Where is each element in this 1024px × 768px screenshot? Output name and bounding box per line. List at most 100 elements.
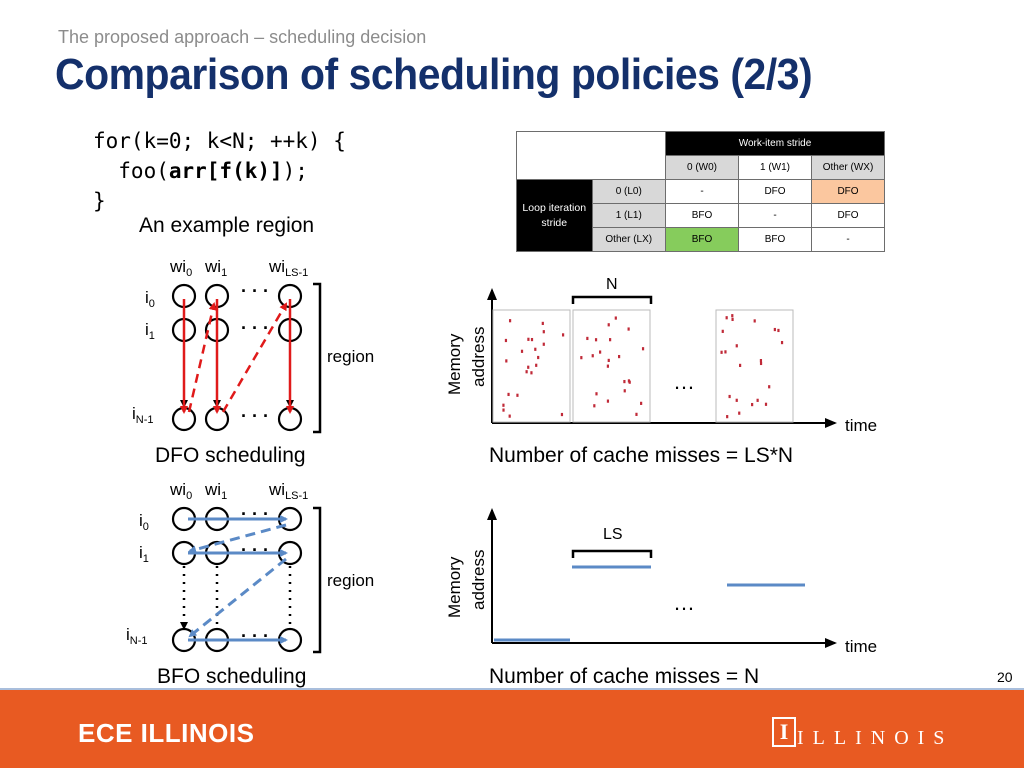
access-mark xyxy=(735,344,738,348)
access-mark xyxy=(508,319,512,323)
svg-text:· · ·: · · · xyxy=(241,504,269,524)
cache-block xyxy=(572,309,651,423)
row-label: i0 xyxy=(145,288,155,310)
access-mark xyxy=(525,370,528,374)
bfo-nodes xyxy=(171,506,303,653)
col-label: wi1 xyxy=(204,257,227,279)
access-mark xyxy=(537,355,540,360)
access-mark xyxy=(607,323,610,327)
row-label: iN-1 xyxy=(132,404,154,426)
page-number: 20 xyxy=(997,669,1013,685)
access-mark xyxy=(777,328,780,333)
access-mark xyxy=(759,358,763,363)
col-group-header: Work-item stride xyxy=(665,131,885,156)
col-label: wiLS-1 xyxy=(268,480,308,502)
access-mark xyxy=(502,403,505,407)
block-bracket xyxy=(571,549,653,558)
access-mark xyxy=(614,316,617,320)
row-header: 1 (L1) xyxy=(591,203,666,228)
code-line-2-pre: foo( xyxy=(93,159,169,183)
code-line-1: for(k=0; k<N; ++k) { xyxy=(93,129,346,153)
access-mark xyxy=(623,389,626,393)
col-label: wiLS-1 xyxy=(268,257,308,279)
bfo-dashed-down xyxy=(180,566,292,630)
col-label: wi1 xyxy=(204,480,227,502)
access-mark xyxy=(541,321,544,326)
access-mark xyxy=(561,333,565,337)
row-group-header: Loop iteration stride xyxy=(516,179,593,252)
access-mark xyxy=(606,399,610,403)
row-header: Other (LX) xyxy=(591,227,666,252)
row-header: 0 (L0) xyxy=(591,179,666,204)
illinois-logo-icon: I xyxy=(772,717,796,747)
access-mark xyxy=(731,314,734,318)
access-mark xyxy=(609,338,612,342)
bfo-miss-caption: Number of cache misses = N xyxy=(489,665,759,688)
bfo-grid: wi0 wi1 wiLS-1 i0 i1 iN-1 · · ·· · ·· · … xyxy=(126,480,374,654)
access-mark xyxy=(627,379,631,383)
bfo-brace xyxy=(313,506,322,654)
dfo-grid: wi0 wi1 wiLS-1 i0 i1 iN-1 · · ·· · ·· · … xyxy=(132,257,374,434)
access-mark xyxy=(527,365,530,369)
dfo-nodes xyxy=(171,283,303,432)
row-label: i1 xyxy=(145,320,155,342)
code-snippet: for(k=0; k<N; ++k) { foo(arr[f(k)]); } xyxy=(93,126,346,216)
access-mark xyxy=(627,327,630,331)
access-mark xyxy=(724,350,727,354)
bfo-blue-dashed xyxy=(188,523,287,638)
col-label: wi0 xyxy=(169,257,192,279)
dfo-dashed-down xyxy=(180,341,294,408)
dfo-plot: Memory address time N … xyxy=(445,276,877,435)
access-mark xyxy=(591,354,594,358)
access-mark xyxy=(530,371,533,375)
code-line-3: } xyxy=(93,189,106,213)
access-mark xyxy=(502,408,505,412)
footer-illinois-wordmark: ILLINOIS xyxy=(797,727,954,749)
footer-ece-logo: ECE ILLINOIS xyxy=(78,718,255,748)
access-mark xyxy=(773,327,776,332)
access-points xyxy=(502,314,784,419)
access-mark xyxy=(594,338,598,342)
access-mark xyxy=(618,354,621,359)
svg-text:· · ·: · · · xyxy=(241,281,269,301)
x-label: time xyxy=(845,637,877,656)
access-mark xyxy=(635,412,638,416)
access-mark xyxy=(768,385,771,389)
access-mark xyxy=(731,317,734,322)
access-mark xyxy=(751,402,754,407)
access-mark xyxy=(505,359,508,363)
table-cell: - xyxy=(665,179,739,204)
access-mark xyxy=(586,336,589,341)
access-mark xyxy=(599,350,602,354)
access-mark xyxy=(542,342,545,346)
access-mark xyxy=(780,340,784,345)
dfo-miss-caption: Number of cache misses = LS*N xyxy=(489,444,793,467)
y-label: Memory xyxy=(445,333,464,395)
code-caption: An example region xyxy=(139,214,315,237)
stride-table: Work-item stride 0 (W0) 1 (W1) Other (WX… xyxy=(516,131,885,252)
y-label: address xyxy=(469,550,488,610)
bfo-blue-arrows xyxy=(188,515,288,644)
access-mark xyxy=(739,363,742,368)
svg-text:· · ·: · · · xyxy=(241,626,269,646)
code-line-2-post: ); xyxy=(282,159,308,183)
dfo-brace-label: region xyxy=(327,347,374,366)
access-mark xyxy=(520,349,524,353)
access-mark xyxy=(606,364,610,368)
access-mark xyxy=(527,337,530,341)
access-mark xyxy=(530,337,534,342)
access-mark xyxy=(753,319,756,323)
access-mark xyxy=(725,316,728,320)
access-mark xyxy=(640,401,643,405)
access-mark xyxy=(504,338,508,343)
access-mark xyxy=(735,398,738,402)
access-mark xyxy=(560,412,564,417)
row-label: i1 xyxy=(139,543,149,565)
footer-bar xyxy=(0,690,1024,768)
row-label: iN-1 xyxy=(126,625,148,647)
access-mark xyxy=(726,415,729,419)
block-label: LS xyxy=(603,526,623,543)
access-mark xyxy=(720,350,723,354)
plot-ellipsis: … xyxy=(673,369,695,394)
table-corner xyxy=(516,131,666,180)
